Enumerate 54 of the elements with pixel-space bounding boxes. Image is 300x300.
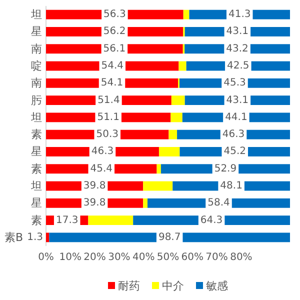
x-tick-label: 70%: [206, 252, 228, 263]
y-tick-label: 坦: [30, 8, 42, 22]
y-tick-label: 南: [31, 76, 42, 90]
data-label: 64.3: [200, 214, 223, 226]
y-tick-label: 啶: [31, 60, 42, 72]
y-tick-label: 肟: [31, 94, 42, 107]
data-label: 56.1: [103, 43, 126, 54]
y-tick-label: 坦: [30, 110, 42, 124]
legend-label: 敏感: [206, 280, 228, 292]
data-label: 42.5: [227, 60, 250, 72]
data-label: 45.2: [224, 146, 246, 158]
y-tick-label: 素: [31, 162, 42, 176]
y-tick-label: 星: [31, 145, 42, 158]
data-label: 45.4: [90, 163, 113, 174]
data-label: 98.7: [158, 232, 181, 243]
y-tick-label: 素: [31, 128, 42, 142]
data-label: 43.1: [226, 94, 249, 106]
data-label: 44.1: [225, 112, 248, 123]
y-tick-label: 素: [31, 214, 42, 227]
data-label: 43.2: [226, 43, 248, 54]
y-tick-label: 南: [31, 42, 42, 56]
x-tick-label: 40%: [132, 252, 155, 263]
data-label: 51.4: [98, 94, 120, 106]
data-label: 46.3: [91, 146, 114, 158]
y-tick-label: 素B: [4, 230, 24, 244]
data-label: 52.9: [214, 163, 237, 174]
legend-label: 中介: [162, 280, 184, 292]
legend-label: 耐药: [118, 280, 140, 292]
y-tick-label: 坦: [30, 180, 42, 192]
x-tick-label: 60%: [181, 252, 204, 263]
data-label: 43.1: [226, 26, 249, 38]
data-label: 54.4: [101, 60, 124, 72]
x-tick-label: 10%: [59, 252, 82, 263]
y-tick-label: 星: [31, 196, 42, 210]
x-tick-label: 30%: [108, 252, 130, 263]
x-tick-label: 20%: [84, 252, 106, 263]
data-label: 45.3: [224, 78, 246, 89]
data-label: 56.3: [104, 9, 126, 20]
data-label: 17.3: [56, 214, 78, 226]
data-label: 48.1: [220, 180, 242, 192]
data-label: 51.1: [97, 112, 120, 123]
data-label: 56.2: [103, 26, 126, 38]
data-label: 46.3: [222, 129, 245, 140]
data-label: 54.1: [100, 78, 124, 89]
x-tick-label: 80%: [230, 252, 252, 263]
data-label: 39.8: [83, 198, 106, 209]
y-tick-label: 星: [31, 25, 42, 38]
data-label: 50.3: [96, 129, 118, 140]
x-tick-label: 50%: [156, 252, 180, 263]
data-label: 41.3: [228, 9, 251, 20]
data-label: 58.4: [208, 198, 230, 209]
x-tick-label: 0%: [38, 252, 54, 263]
data-label: 39.8: [83, 180, 106, 192]
data-label: 1.3: [27, 232, 43, 243]
